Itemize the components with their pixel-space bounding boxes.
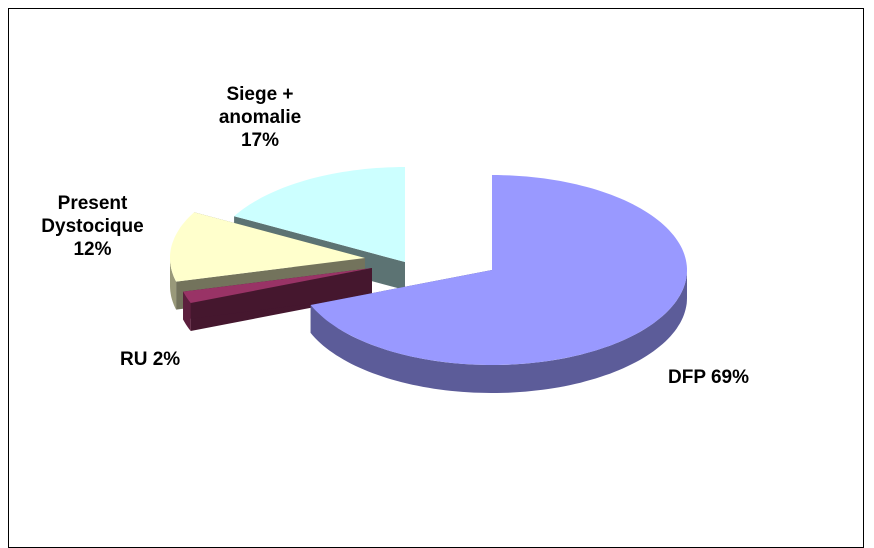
category-label: DFP bbox=[668, 367, 706, 388]
pie-slice bbox=[183, 268, 372, 331]
slice-top bbox=[234, 167, 405, 262]
slice-label: DFP 69% bbox=[668, 366, 808, 389]
page: {"chart_data": {"type": "pie", "categori… bbox=[8, 8, 864, 548]
slice-top bbox=[310, 175, 687, 365]
chart bbox=[170, 167, 687, 393]
slice-label: Present Dystocique 12% bbox=[30, 192, 155, 261]
category-label: Present Dystocique bbox=[41, 193, 144, 237]
slice-wall bbox=[183, 291, 191, 331]
value-label: 69% bbox=[710, 367, 749, 388]
slice-side bbox=[183, 268, 372, 320]
slice-wall bbox=[170, 258, 177, 310]
category-label: Siege + anomalie bbox=[218, 84, 302, 128]
slice-label: RU 2% bbox=[120, 348, 230, 371]
pie-slice bbox=[310, 175, 687, 393]
slice-label: Siege + anomalie 17% bbox=[205, 83, 315, 152]
slice-top bbox=[183, 268, 372, 303]
value-label: 2% bbox=[152, 349, 181, 370]
value-label: 17% bbox=[240, 130, 280, 151]
slice-wall bbox=[310, 270, 687, 393]
value-label: 12% bbox=[73, 239, 112, 260]
category-label: RU bbox=[120, 349, 148, 370]
slice-top bbox=[170, 212, 365, 282]
